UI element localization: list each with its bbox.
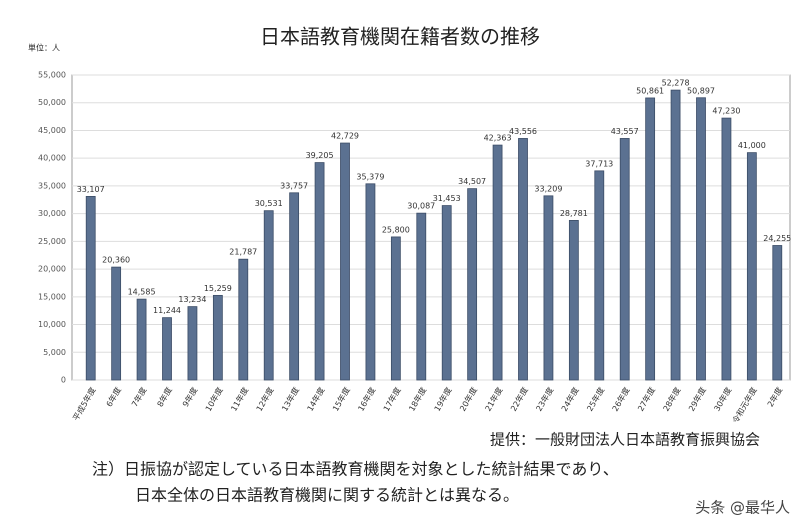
value-label: 33,107 (77, 185, 105, 194)
y-tick-label: 20,000 (38, 265, 66, 274)
bar (263, 210, 274, 381)
value-label: 30,531 (255, 199, 283, 208)
value-label: 42,729 (331, 132, 359, 141)
y-tick-label: 30,000 (38, 209, 66, 218)
note-line: 注）日振協が認定している日本語教育機関を対象とした統計結果であり、 (92, 460, 619, 479)
value-label: 25,800 (382, 225, 410, 234)
value-label: 13,234 (178, 295, 206, 304)
value-label: 43,557 (611, 127, 639, 136)
note-line: 日本全体の日本語教育機関に関する統計とは異なる。 (135, 486, 519, 505)
value-label: 14,585 (128, 288, 156, 297)
value-label: 37,713 (585, 159, 613, 168)
bar (568, 219, 579, 381)
bar (162, 317, 172, 381)
bar (645, 97, 656, 381)
value-label: 28,781 (560, 209, 588, 218)
value-label: 34,507 (458, 177, 486, 186)
value-label: 50,861 (636, 86, 664, 95)
value-label: 47,230 (712, 107, 740, 116)
value-label: 42,363 (484, 134, 512, 143)
bar (543, 195, 554, 381)
value-label: 20,360 (102, 256, 130, 265)
value-label: 24,255 (763, 234, 791, 243)
y-tick-label: 5,000 (43, 348, 66, 357)
bar (467, 188, 478, 381)
value-label: 15,259 (204, 284, 232, 293)
bar (518, 138, 528, 381)
source: 提供：一般財団法人日本語教育振興協会 (490, 431, 760, 449)
value-label: 50,897 (687, 86, 715, 95)
bar (696, 97, 706, 381)
bar (416, 212, 427, 381)
y-tick-label: 55,000 (38, 71, 66, 80)
y-unit: 単位：人 (28, 43, 60, 53)
y-tick-label: 0 (61, 376, 66, 385)
bar (340, 142, 350, 381)
bar (721, 117, 732, 381)
value-label: 43,556 (509, 127, 537, 136)
value-label: 41,000 (738, 141, 766, 150)
bar (314, 162, 325, 381)
value-label: 21,787 (229, 248, 257, 257)
value-label: 11,244 (153, 306, 181, 315)
bar (85, 196, 96, 381)
bar (187, 306, 198, 381)
bar (111, 266, 122, 381)
y-tick-label: 35,000 (38, 181, 66, 190)
bar (441, 205, 452, 381)
bar (619, 138, 630, 381)
y-tick-label: 15,000 (38, 292, 66, 301)
y-tick-label: 10,000 (38, 320, 66, 329)
value-label: 30,087 (407, 202, 435, 211)
bar (136, 298, 147, 381)
y-tick-label: 25,000 (38, 237, 66, 246)
value-label: 52,278 (662, 79, 690, 88)
bar (492, 144, 503, 381)
y-tick-label: 50,000 (38, 98, 66, 107)
value-label: 33,757 (280, 181, 308, 190)
bar (365, 183, 376, 381)
value-label: 33,209 (534, 184, 562, 193)
bar (772, 245, 783, 381)
value-label: 35,379 (356, 172, 384, 181)
watermark: 头条 @最华人 (695, 499, 790, 517)
bar (238, 258, 249, 381)
y-tick-label: 45,000 (38, 126, 66, 135)
value-label: 31,453 (433, 194, 461, 203)
value-label: 39,205 (306, 151, 334, 160)
bar (289, 192, 300, 381)
bar (390, 236, 401, 381)
bar (670, 89, 681, 381)
bar (594, 170, 605, 381)
bar (746, 152, 757, 381)
bar (212, 294, 223, 381)
chart-title: 日本語教育機関在籍者数の推移 (260, 25, 540, 49)
y-tick-label: 40,000 (38, 154, 66, 163)
